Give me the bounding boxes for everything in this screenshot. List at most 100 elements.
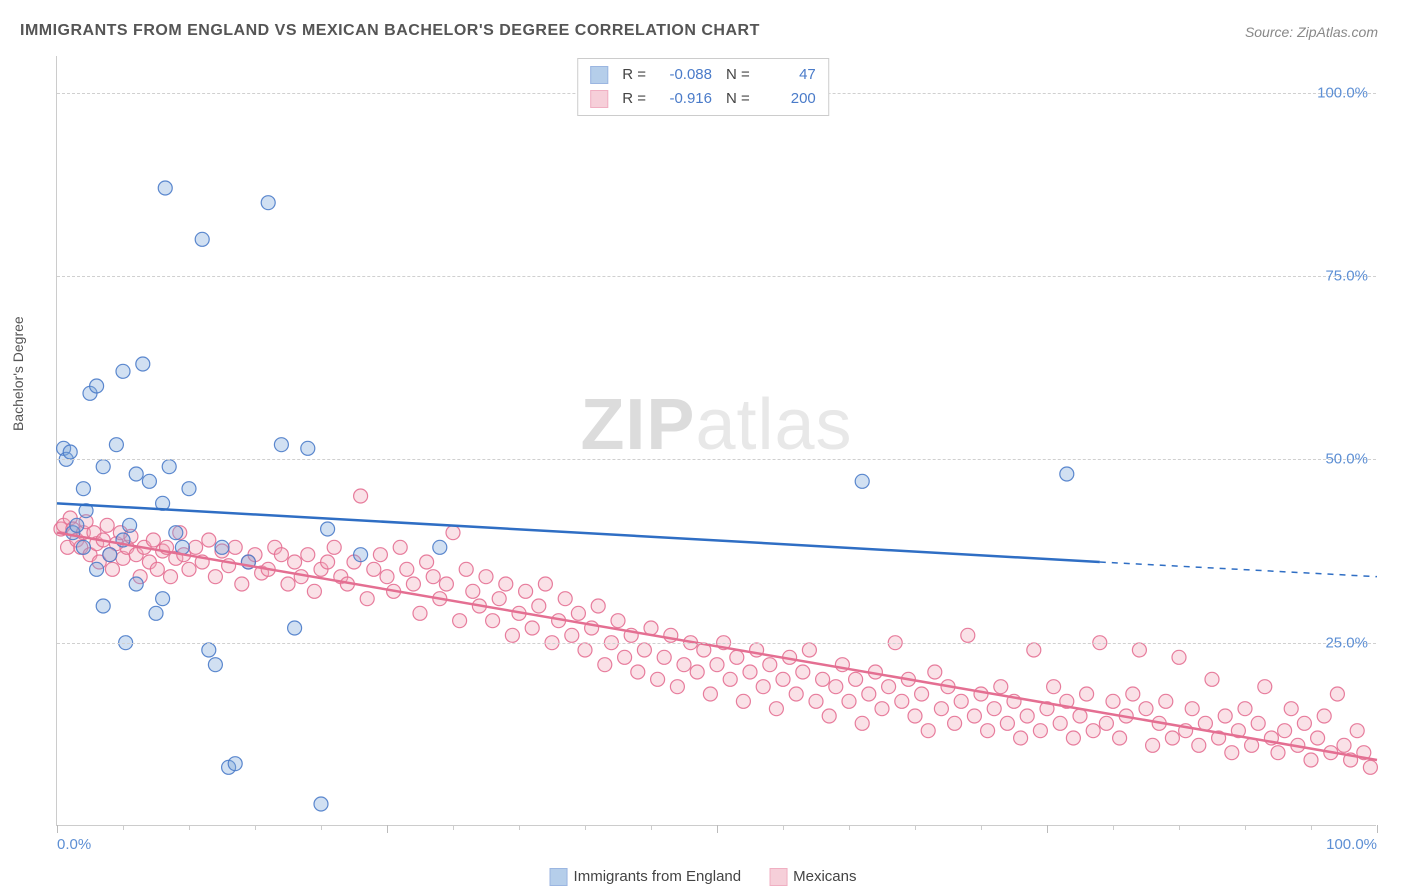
scatter-point	[321, 522, 335, 536]
scatter-point	[149, 606, 163, 620]
scatter-point	[1317, 709, 1331, 723]
scatter-point	[1218, 709, 1232, 723]
scatter-point	[393, 540, 407, 554]
scatter-point	[420, 555, 434, 569]
scatter-point	[453, 614, 467, 628]
scatter-point	[182, 562, 196, 576]
x-tick-minor	[849, 825, 850, 830]
scatter-point	[1165, 731, 1179, 745]
scatter-point	[882, 680, 896, 694]
scatter-point	[769, 702, 783, 716]
scatter-point	[565, 628, 579, 642]
x-tick-major	[1047, 825, 1048, 833]
scatter-point	[987, 702, 1001, 716]
x-tick-minor	[123, 825, 124, 830]
scatter-point	[158, 181, 172, 195]
scatter-point	[1159, 694, 1173, 708]
scatter-point	[109, 438, 123, 452]
y-tick-label: 75.0%	[1325, 268, 1368, 285]
scatter-point	[1000, 716, 1014, 730]
scatter-point	[105, 562, 119, 576]
scatter-point	[228, 757, 242, 771]
scatter-point	[400, 562, 414, 576]
x-tick-minor	[585, 825, 586, 830]
scatter-point	[1251, 716, 1265, 730]
legend-swatch	[550, 868, 568, 886]
scatter-point	[288, 555, 302, 569]
chart-title: IMMIGRANTS FROM ENGLAND VS MEXICAN BACHE…	[20, 22, 760, 40]
scatter-point	[763, 658, 777, 672]
trend-line	[57, 503, 1100, 562]
scatter-point	[274, 548, 288, 562]
scatter-point	[809, 694, 823, 708]
scatter-point	[76, 540, 90, 554]
chart-container: IMMIGRANTS FROM ENGLAND VS MEXICAN BACHE…	[0, 0, 1406, 892]
scatter-point	[426, 570, 440, 584]
scatter-point	[631, 665, 645, 679]
scatter-point	[459, 562, 473, 576]
scatter-point	[981, 724, 995, 738]
scatter-point	[1139, 702, 1153, 716]
legend-row: R =-0.088N =47	[590, 63, 816, 87]
scatter-point	[1278, 724, 1292, 738]
scatter-point	[1311, 731, 1325, 745]
scatter-point	[1106, 694, 1120, 708]
scatter-point	[215, 540, 229, 554]
scatter-point	[354, 548, 368, 562]
legend-label: Immigrants from England	[574, 868, 742, 885]
trend-line	[57, 533, 1377, 760]
scatter-point	[63, 445, 77, 459]
scatter-point	[1126, 687, 1140, 701]
scatter-point	[142, 474, 156, 488]
legend-swatch	[590, 66, 608, 84]
legend-n-label: N =	[726, 63, 750, 87]
legend-r-value: -0.088	[656, 63, 712, 87]
scatter-point	[1238, 702, 1252, 716]
legend-r-label: R =	[622, 87, 646, 111]
scatter-point	[1047, 680, 1061, 694]
scatter-point	[934, 702, 948, 716]
x-tick-minor	[1311, 825, 1312, 830]
scatter-point	[90, 379, 104, 393]
legend-item: Immigrants from England	[550, 868, 742, 886]
scatter-point	[327, 540, 341, 554]
scatter-point	[1060, 467, 1074, 481]
scatter-point	[433, 540, 447, 554]
scatter-point	[730, 650, 744, 664]
scatter-point	[598, 658, 612, 672]
scatter-point	[261, 196, 275, 210]
scatter-point	[1363, 760, 1377, 774]
scatter-point	[202, 533, 216, 547]
x-tick-major	[57, 825, 58, 833]
scatter-point	[921, 724, 935, 738]
scatter-point	[90, 562, 104, 576]
legend-n-label: N =	[726, 87, 750, 111]
y-tick-label: 25.0%	[1325, 634, 1368, 651]
scatter-point	[1172, 650, 1186, 664]
scatter-point	[1330, 687, 1344, 701]
scatter-point	[928, 665, 942, 679]
legend-item: Mexicans	[769, 868, 856, 886]
scatter-point	[657, 650, 671, 664]
scatter-point	[492, 592, 506, 606]
scatter-point	[195, 232, 209, 246]
plot-area: ZIPatlas 25.0%50.0%75.0%100.0%0.0%100.0%	[56, 56, 1376, 826]
scatter-point	[301, 548, 315, 562]
x-tick-minor	[651, 825, 652, 830]
scatter-point	[100, 518, 114, 532]
scatter-point	[354, 489, 368, 503]
scatter-point	[446, 526, 460, 540]
gridline	[57, 276, 1376, 277]
scatter-point	[367, 562, 381, 576]
scatter-point	[1304, 753, 1318, 767]
legend-r-label: R =	[622, 63, 646, 87]
scatter-point	[829, 680, 843, 694]
scatter-point	[70, 518, 84, 532]
scatter-point	[1271, 746, 1285, 760]
scatter-point	[164, 570, 178, 584]
scatter-point	[1027, 643, 1041, 657]
scatter-point	[703, 687, 717, 701]
scatter-point	[1225, 746, 1239, 760]
scatter-point	[1192, 738, 1206, 752]
y-tick-label: 100.0%	[1317, 84, 1368, 101]
